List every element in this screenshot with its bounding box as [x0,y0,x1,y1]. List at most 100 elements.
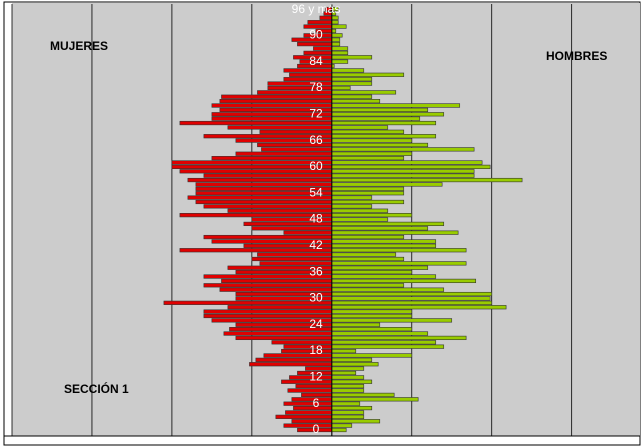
bar [331,322,381,327]
bar [331,221,445,227]
bar [261,147,333,152]
bar [251,256,333,262]
bar [331,305,507,310]
bar [331,208,389,213]
bar [331,59,349,64]
age-label: 48 [309,212,323,226]
bar [331,112,445,117]
bar [331,55,373,60]
bar [281,379,333,384]
bar [307,20,333,25]
bar [331,134,437,139]
bar [331,20,339,25]
bar [235,335,333,341]
bar [331,72,405,77]
bar [331,147,475,152]
bar [331,230,459,235]
bar [331,362,379,367]
bar [331,125,389,130]
bar [331,256,405,262]
bar [331,42,341,47]
bar [331,142,429,148]
bar [331,327,413,332]
bar [331,191,405,196]
bar [171,164,333,170]
bar [331,397,419,402]
bar [281,348,333,354]
age-label: 96 y más [292,2,341,16]
bar [221,278,333,284]
bar [331,340,437,345]
bar [195,199,333,205]
bar [331,309,413,314]
bar [203,309,333,314]
age-label: 18 [309,343,323,357]
bar [275,414,333,419]
bar [331,129,405,134]
age-label: 60 [309,159,323,173]
bar [319,15,333,20]
bar [331,300,493,305]
bar [297,42,333,47]
bar [331,261,467,266]
bar [283,423,333,428]
bar [331,90,397,95]
age-label: 12 [309,370,323,384]
bar [285,410,333,415]
bar [287,388,333,393]
bar [171,160,333,165]
bar [331,186,405,191]
right-label: HOMBRES [546,49,607,63]
age-label: 72 [309,106,323,120]
bar [331,388,365,393]
bar [331,177,523,183]
bar [331,217,389,222]
age-label: 30 [309,291,323,305]
age-label: 66 [309,133,323,147]
bar [331,270,413,275]
bar [331,291,493,297]
bar [331,46,349,51]
bar [331,68,365,73]
left-label: MUJERES [50,39,108,53]
bar [331,353,413,358]
bar [331,85,351,91]
bar [331,169,475,174]
bar [331,278,477,284]
bar [331,15,339,20]
bar [331,195,373,200]
bar [331,419,381,424]
bar [331,173,475,178]
bar [331,103,461,108]
bar [331,401,361,406]
bar [203,173,333,178]
bar [331,37,341,42]
age-label: 78 [309,80,323,94]
bar [331,120,437,126]
bar [249,362,333,367]
bar [331,357,373,362]
bar [331,107,429,112]
bar [331,410,365,415]
bar [331,296,491,301]
bar [331,348,357,354]
bar [331,243,437,248]
bar [203,204,333,209]
bar [331,28,337,34]
bar [331,379,373,384]
bar [331,204,373,209]
bar [227,125,333,130]
bar [331,239,437,244]
age-label: 36 [309,264,323,278]
bar [283,68,333,73]
bar [331,81,373,86]
bar [331,318,453,323]
bar [187,177,333,183]
bar [331,366,365,371]
bar [289,72,333,77]
bar [227,305,333,310]
age-label: 54 [309,185,323,199]
bar [219,99,333,104]
bar [331,164,491,170]
bar [283,77,333,82]
